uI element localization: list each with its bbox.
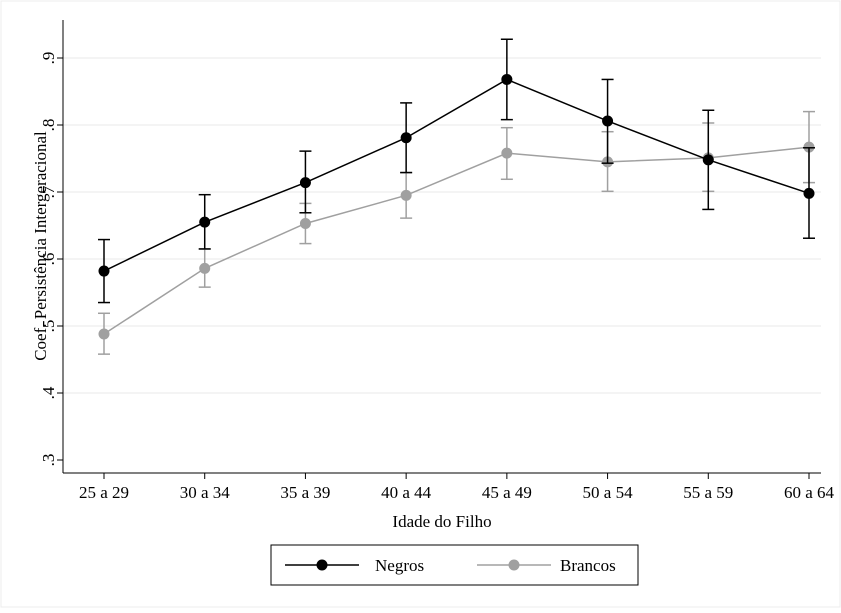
x-tick-label: 35 a 39 bbox=[280, 483, 330, 502]
data-point-brancos bbox=[98, 328, 110, 340]
series-line-negros bbox=[103, 78, 810, 272]
gridlines bbox=[63, 57, 821, 394]
y-tick-label: .7 bbox=[39, 185, 58, 198]
data-point-negros bbox=[299, 177, 311, 189]
y-tick-label: .6 bbox=[39, 253, 58, 266]
y-tick-label: .5 bbox=[39, 320, 58, 333]
axes: .3 .4 .5 .6 .7 .8 .9 25 a 29 30 a 34 35 a 39 40 a … bbox=[39, 20, 835, 502]
x-tick-label: 30 a 34 bbox=[180, 483, 231, 502]
data-point-negros bbox=[501, 73, 513, 85]
data-point-negros bbox=[98, 265, 110, 277]
legend-label-negros: Negros bbox=[375, 556, 424, 575]
y-tick-label: .9 bbox=[39, 52, 58, 65]
x-tick-label: 50 a 54 bbox=[583, 483, 634, 502]
legend-marker-brancos bbox=[508, 559, 520, 571]
y-tick-label: .8 bbox=[39, 119, 58, 132]
x-tick-label: 25 a 29 bbox=[79, 483, 129, 502]
data-point-brancos bbox=[400, 189, 412, 201]
data-point-brancos bbox=[299, 217, 311, 229]
x-tick-label: 60 a 64 bbox=[784, 483, 835, 502]
x-tick-label: 55 a 59 bbox=[683, 483, 733, 502]
data-point-negros bbox=[199, 216, 211, 228]
y-tick-label: .3 bbox=[39, 454, 58, 467]
data-point-negros bbox=[702, 154, 714, 166]
legend-marker-negros bbox=[316, 559, 328, 571]
x-tick-label: 45 a 49 bbox=[482, 483, 532, 502]
x-tick-label: 40 a 44 bbox=[381, 483, 432, 502]
x-axis-title: Idade do Filho bbox=[392, 512, 491, 531]
plot-area bbox=[63, 20, 821, 473]
data-point-negros bbox=[803, 187, 815, 199]
series-negros bbox=[98, 38, 815, 304]
data-point-negros bbox=[602, 115, 614, 127]
series bbox=[98, 38, 815, 355]
series-line-brancos bbox=[103, 146, 810, 335]
legend: Negros Brancos bbox=[270, 544, 639, 586]
data-point-negros bbox=[400, 132, 412, 144]
legend-label-brancos: Brancos bbox=[560, 556, 616, 575]
y-axis-title: Coef. Persistência Intergeracional bbox=[31, 131, 50, 361]
y-tick-label: .4 bbox=[39, 386, 58, 399]
data-point-brancos bbox=[199, 262, 211, 274]
data-point-brancos bbox=[501, 147, 513, 159]
